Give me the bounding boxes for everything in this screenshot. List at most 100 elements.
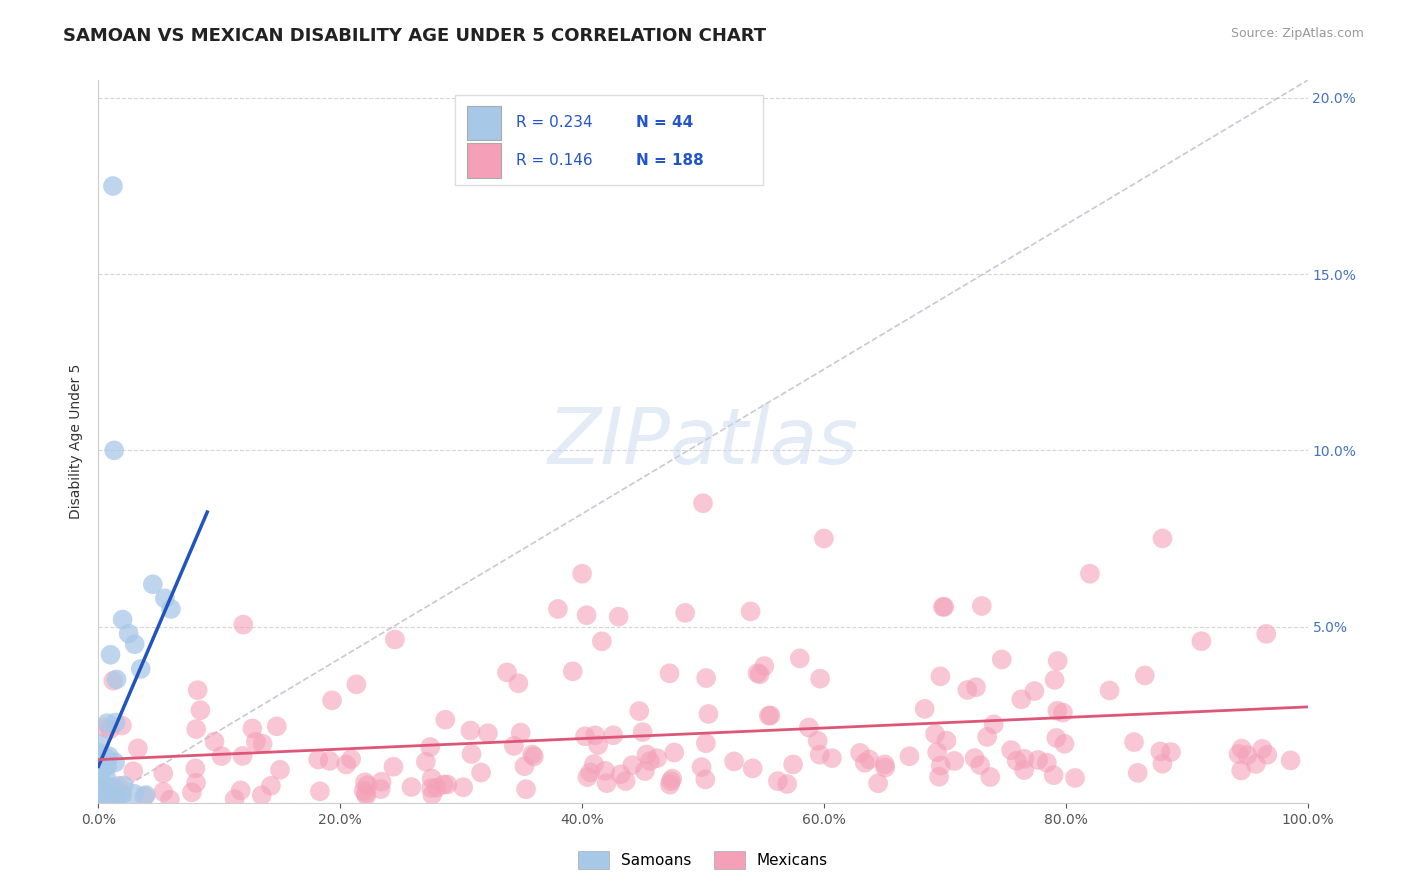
Point <box>797 721 820 735</box>
Point <box>631 725 654 739</box>
Point <box>269 763 291 777</box>
Point <box>741 761 763 775</box>
Point <box>1160 745 1182 759</box>
Point <box>190 703 212 717</box>
Point <box>434 713 457 727</box>
Point <box>103 673 125 688</box>
Point <box>142 577 165 591</box>
Point <box>586 738 609 752</box>
Point <box>1026 753 1049 767</box>
Point <box>932 599 955 614</box>
Point <box>583 728 606 742</box>
Point <box>740 604 762 618</box>
Point <box>94 751 117 765</box>
Point <box>579 765 602 780</box>
Point <box>943 754 966 768</box>
Text: R = 0.234: R = 0.234 <box>516 115 592 130</box>
Point <box>873 757 896 772</box>
Point <box>1152 756 1174 771</box>
Point <box>983 717 1005 731</box>
Point <box>321 693 343 707</box>
Point <box>523 749 546 764</box>
Point <box>184 776 207 790</box>
Point <box>1149 744 1171 758</box>
Point <box>1126 765 1149 780</box>
Point <box>370 774 392 789</box>
Point <box>87 783 110 797</box>
Point <box>697 706 720 721</box>
Point <box>928 770 950 784</box>
Point <box>94 720 117 734</box>
Y-axis label: Disability Age Under 5: Disability Age Under 5 <box>69 364 83 519</box>
Point <box>1256 627 1278 641</box>
Point <box>159 793 181 807</box>
Point <box>1227 747 1250 761</box>
Point <box>104 715 127 730</box>
Point <box>1256 747 1278 762</box>
Point <box>353 784 375 798</box>
Point <box>509 725 531 739</box>
Text: Source: ZipAtlas.com: Source: ZipAtlas.com <box>1230 27 1364 40</box>
Point <box>956 682 979 697</box>
Point <box>1230 741 1253 756</box>
Point <box>250 789 273 803</box>
Point <box>1046 654 1069 668</box>
Point <box>111 718 134 732</box>
Point <box>87 791 110 805</box>
Point <box>370 782 392 797</box>
Point <box>252 737 274 751</box>
Point <box>979 770 1001 784</box>
Point <box>595 776 617 790</box>
Point <box>232 748 254 763</box>
Point <box>124 637 146 651</box>
Point <box>152 785 174 799</box>
Point <box>661 772 683 786</box>
Point <box>340 752 363 766</box>
Point <box>184 722 207 736</box>
Point <box>927 745 949 759</box>
Point <box>420 780 443 795</box>
Point <box>89 784 111 798</box>
Point <box>307 752 329 766</box>
Point <box>766 774 789 789</box>
Point <box>96 759 118 773</box>
Point <box>1005 754 1028 768</box>
Point <box>607 609 630 624</box>
Point <box>96 716 118 731</box>
Legend: Samoans, Mexicans: Samoans, Mexicans <box>572 845 834 875</box>
Text: SAMOAN VS MEXICAN DISABILITY AGE UNDER 5 CORRELATION CHART: SAMOAN VS MEXICAN DISABILITY AGE UNDER 5… <box>63 27 766 45</box>
Point <box>1244 756 1267 771</box>
Point <box>134 789 156 804</box>
Point <box>1036 756 1059 770</box>
Point <box>963 751 986 765</box>
Point <box>970 599 993 613</box>
Point <box>914 702 936 716</box>
Point <box>420 772 443 786</box>
Point <box>103 795 125 809</box>
Point <box>924 727 946 741</box>
Point <box>460 747 482 761</box>
Point <box>356 778 378 792</box>
Point <box>748 667 770 681</box>
Point <box>87 780 110 795</box>
Point <box>1053 737 1076 751</box>
Point <box>104 780 127 794</box>
Text: N = 44: N = 44 <box>637 115 693 130</box>
Point <box>976 730 998 744</box>
Point <box>89 789 111 803</box>
Point <box>789 651 811 665</box>
Point <box>658 666 681 681</box>
Point <box>695 671 717 685</box>
Point <box>808 747 831 762</box>
Point <box>638 754 661 768</box>
Point <box>87 783 110 797</box>
Point <box>107 779 129 793</box>
Point <box>160 602 183 616</box>
Point <box>1123 735 1146 749</box>
Point <box>614 774 637 789</box>
Point <box>574 729 596 743</box>
Point <box>384 632 406 647</box>
Point <box>98 749 121 764</box>
Point <box>93 794 115 808</box>
Point <box>990 652 1012 666</box>
